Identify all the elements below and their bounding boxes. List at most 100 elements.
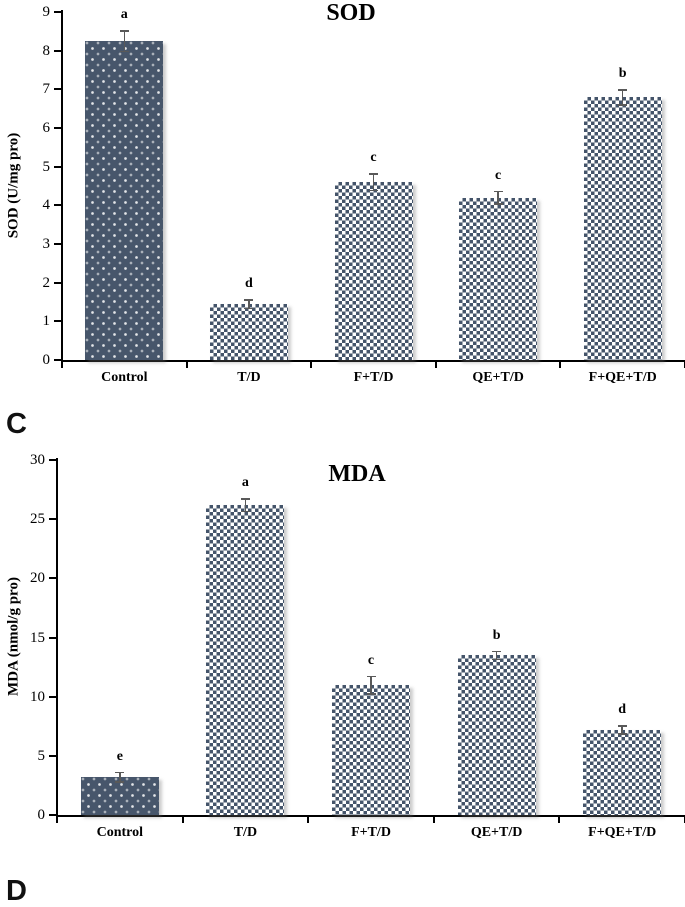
error-bar: [621, 726, 623, 734]
y-tick-label: 7: [42, 81, 51, 98]
sig-letter: e: [116, 748, 123, 764]
y-tick-label: 25: [30, 511, 45, 528]
error-bar: [372, 174, 375, 190]
bar: [85, 41, 164, 360]
y-tick-mark: [49, 636, 57, 639]
bar: [334, 182, 413, 360]
error-bar-cap: [369, 173, 378, 175]
error-bar: [370, 676, 372, 694]
error-bar: [621, 90, 624, 104]
error-bar-cap: [492, 650, 502, 653]
error-bar: [495, 651, 498, 659]
y-tick-label: 5: [42, 158, 51, 175]
chart-mda: MDA MDA (nmol/g pro) 0 5 10 15 20 25 30 e Contro…: [0, 445, 685, 907]
error-bar-cap: [244, 299, 254, 301]
x-category-label: Control: [96, 825, 143, 840]
x-tick-mark: [181, 817, 184, 823]
y-tick-mark: [49, 459, 57, 461]
error-bar-cap: [366, 675, 376, 678]
bar: [583, 729, 662, 815]
error-bar: [123, 31, 126, 51]
y-tick-label: 8: [42, 42, 51, 59]
sig-letter: b: [618, 66, 627, 82]
error-bar-cap: [119, 50, 129, 53]
error-bar-cap: [618, 89, 628, 91]
x-axis-line: [61, 360, 685, 362]
panel-label-c: C: [6, 408, 27, 440]
y-tick-mark: [49, 754, 57, 757]
error-bar: [497, 191, 499, 204]
sig-letter: a: [241, 475, 249, 491]
y-axis-label-sod: SOD (U/mg pro): [5, 132, 22, 239]
bar: [457, 655, 536, 815]
sig-letter: c: [367, 652, 375, 668]
y-tick-label: 5: [37, 747, 46, 764]
y-tick-mark: [54, 243, 62, 245]
chart-sod: SOD SOD (U/mg pro) 0 1 2 3 4 5 6 7 8 9 a Control d T/…: [0, 0, 685, 400]
error-bar: [119, 772, 121, 782]
x-tick-mark: [307, 817, 310, 823]
y-tick-label: 6: [42, 120, 51, 136]
x-tick-mark: [61, 362, 63, 368]
y-tick-mark: [54, 49, 62, 52]
x-category-label: F+QE+T/D: [588, 370, 657, 385]
y-tick-label: 20: [30, 570, 45, 587]
x-tick-mark: [558, 817, 561, 823]
error-bar-cap: [492, 658, 502, 661]
x-category-label: T/D: [233, 825, 258, 840]
chart-title-sod: SOD: [326, 0, 376, 26]
sig-letter: b: [492, 627, 501, 643]
y-tick-mark: [54, 165, 62, 168]
error-bar-cap: [244, 307, 254, 310]
panel-label-d: D: [6, 875, 27, 907]
error-bar-cap: [617, 725, 627, 727]
error-bar: [248, 300, 250, 308]
y-tick-mark: [49, 518, 57, 521]
bar: [583, 97, 662, 360]
bar: [209, 303, 288, 360]
error-bar-cap: [366, 693, 376, 695]
x-category-label: QE+T/D: [472, 370, 524, 385]
plot-area-mda: 0 5 10 15 20 25 30 e Control a T/D c F+T/D b QE+T/D d F+…: [30, 452, 685, 840]
y-tick-label: 30: [30, 452, 45, 468]
x-category-label: Control: [101, 370, 148, 385]
error-bar: [244, 499, 247, 511]
y-tick-mark: [54, 204, 62, 207]
sig-letter: d: [244, 276, 253, 292]
y-tick-label: 0: [37, 807, 46, 823]
y-tick-mark: [54, 11, 62, 13]
y-tick-mark: [54, 88, 62, 91]
x-tick-mark: [432, 817, 435, 823]
x-axis-line: [56, 815, 685, 817]
sig-letter: a: [120, 7, 128, 23]
error-bar-cap: [115, 771, 125, 774]
chart-title-mda: MDA: [328, 461, 386, 487]
y-tick-label: 0: [42, 352, 51, 368]
x-category-label: F+T/D: [353, 370, 394, 385]
error-bar-cap: [119, 30, 129, 32]
sig-letter: d: [618, 702, 627, 718]
x-tick-mark: [559, 362, 562, 368]
y-axis-line: [56, 458, 58, 817]
error-bar-cap: [617, 733, 627, 735]
sig-letter: c: [370, 150, 377, 166]
y-tick-mark: [49, 577, 57, 580]
x-category-label: F+QE+T/D: [588, 825, 657, 840]
x-category-label: F+T/D: [351, 825, 391, 840]
bar: [459, 197, 538, 360]
error-bar-cap: [369, 189, 378, 192]
bar: [332, 684, 410, 815]
y-tick-label: 1: [42, 313, 51, 330]
y-tick-mark: [49, 814, 57, 816]
y-tick-label: 15: [30, 629, 45, 646]
y-tick-mark: [54, 320, 62, 323]
error-bar-cap: [493, 203, 503, 205]
y-tick-label: 3: [42, 236, 51, 252]
error-bar-cap: [115, 781, 125, 783]
y-tick-label: 9: [42, 4, 51, 20]
x-tick-mark: [434, 362, 437, 368]
y-tick-label: 2: [42, 274, 51, 291]
x-tick-mark: [185, 362, 188, 368]
error-bar-cap: [240, 510, 250, 513]
y-tick-mark: [54, 281, 62, 284]
